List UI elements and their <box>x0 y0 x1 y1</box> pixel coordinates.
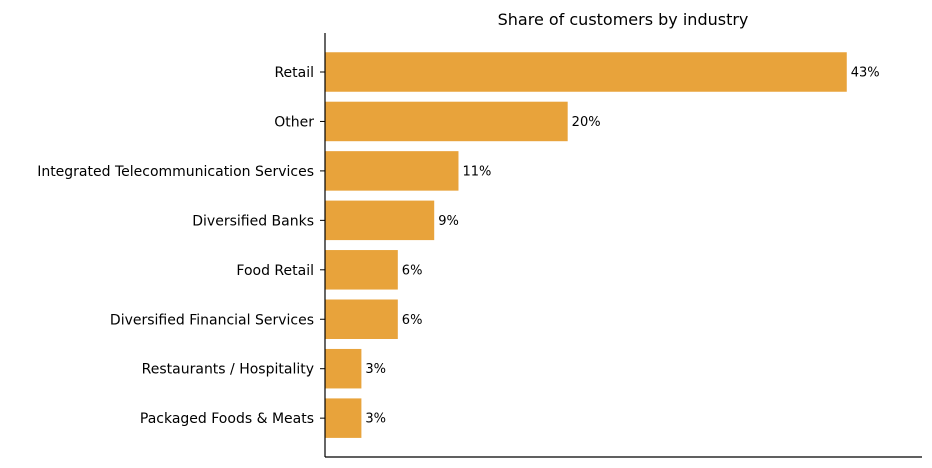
chart-title: Share of customers by industry <box>498 10 749 29</box>
bar-0 <box>325 52 847 92</box>
data-label-2: 11% <box>462 164 491 179</box>
labels-layer: Retail 43% Other 20% Integrated Telecommunic… <box>37 65 879 427</box>
bar-2 <box>325 151 459 191</box>
bar-1 <box>325 101 568 142</box>
y-tick-label-2: Integrated Telecommunication Services <box>37 164 314 180</box>
data-label-1: 20% <box>572 115 601 130</box>
bar-4 <box>325 250 398 290</box>
data-label-4: 6% <box>402 263 423 278</box>
data-label-6: 3% <box>365 362 386 377</box>
bar-7 <box>325 398 362 438</box>
y-tick-label-4: Food Retail <box>236 263 314 279</box>
y-tick-label-3: Diversified Banks <box>192 213 314 229</box>
y-tick-label-7: Packaged Foods & Meats <box>140 411 314 427</box>
data-label-0: 43% <box>851 66 880 81</box>
y-tick-label-5: Diversified Financial Services <box>110 312 314 328</box>
bar-5 <box>325 299 398 339</box>
y-tick-label-6: Restaurants / Hospitality <box>142 362 314 378</box>
data-label-5: 6% <box>402 313 423 328</box>
bar-3 <box>325 200 435 241</box>
y-tick-label-1: Other <box>274 114 314 130</box>
data-label-3: 9% <box>438 214 459 229</box>
bars-layer <box>325 52 847 438</box>
data-label-7: 3% <box>365 412 386 427</box>
y-tick-label-0: Retail <box>274 65 314 81</box>
bar-6 <box>325 348 362 389</box>
